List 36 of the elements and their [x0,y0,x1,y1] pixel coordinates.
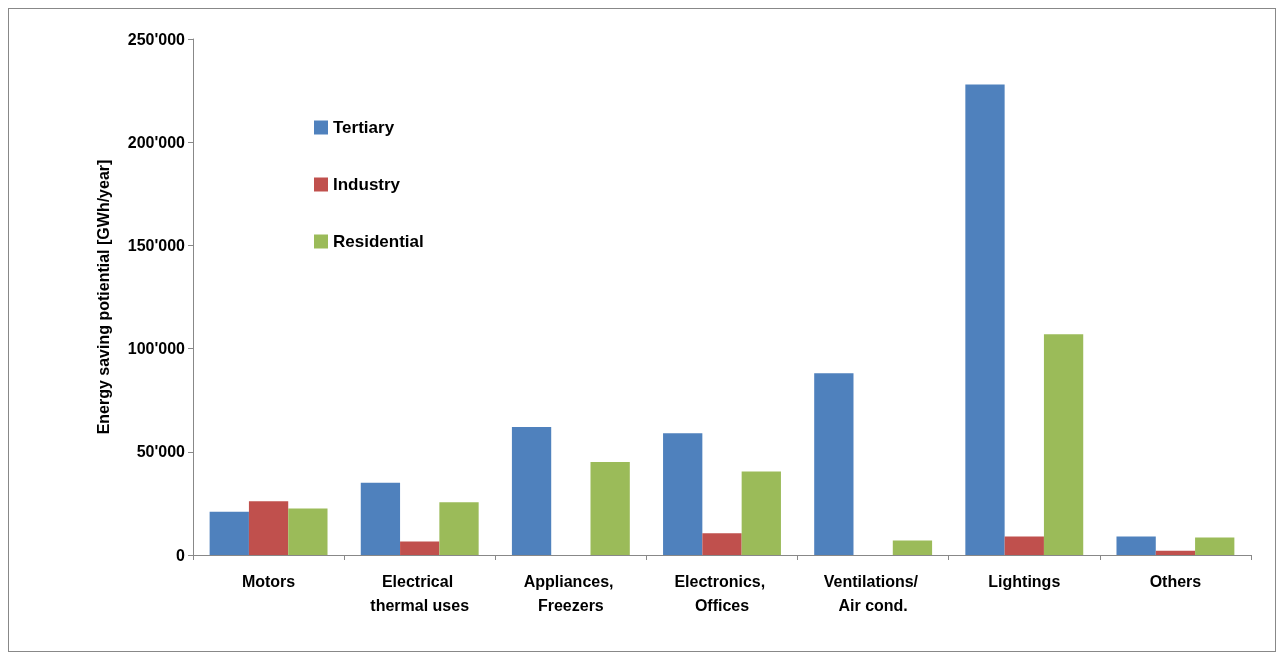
bar [1155,550,1196,555]
legend-label: Residential [333,232,424,251]
bar [1043,334,1084,555]
bar [814,373,854,555]
bar [1195,537,1235,555]
x-tick-label: Others [1149,572,1202,590]
bar [741,471,781,555]
bar [511,427,552,555]
bar [439,502,479,555]
y-tick-label: 150'000 [127,236,186,254]
bar [663,433,703,555]
y-tick-label: 200'000 [127,133,186,151]
x-tick-label: Electronics, Offices [674,572,770,614]
bar [400,541,440,555]
y-tick-label: 50'000 [136,443,186,461]
y-tick-label: 250'000 [127,30,186,48]
bar [1116,536,1156,555]
y-tick-label: 100'000 [127,340,186,358]
legend-label: Industry [333,175,401,194]
bar [892,540,933,555]
legend-label: Tertiary [333,118,395,137]
bar [288,508,328,555]
bar [248,501,289,555]
x-tick-label: Ventilations/ Air cond. [823,572,923,614]
bar [702,533,742,555]
bar [360,482,401,555]
x-tick-label: Appliances, Freezers [523,572,618,614]
x-tick-label: Electrical thermal uses [370,572,470,614]
x-tick-label: Lightings [988,572,1061,590]
bar [965,84,1005,555]
y-axis-title: Energy saving potiential [GWh/year] [94,159,112,435]
bar [590,462,630,555]
bar [209,511,249,555]
x-tick-label: Motors [241,572,296,590]
bar [1004,536,1044,555]
y-tick-label: 0 [176,546,186,564]
